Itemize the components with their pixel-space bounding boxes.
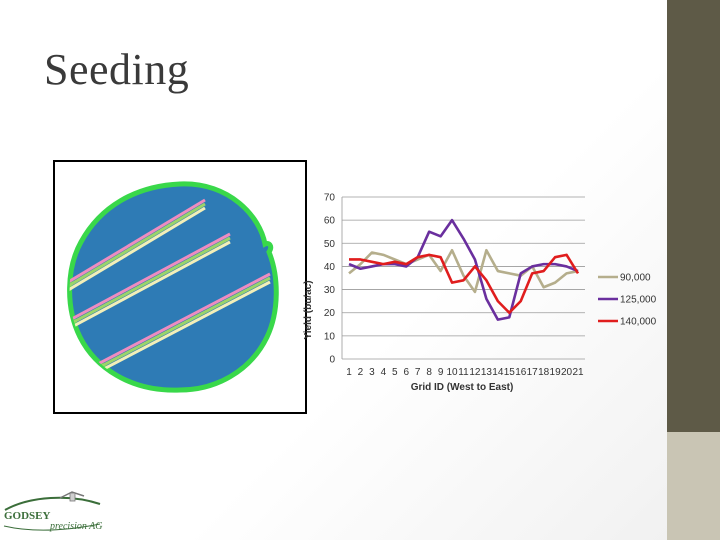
series-line-3 — [349, 253, 580, 315]
x-tick-label: 15 — [504, 367, 516, 378]
y-tick-label: 10 — [324, 331, 336, 342]
y-tick-label: 50 — [324, 239, 336, 250]
slide-title: Seeding — [44, 45, 190, 94]
y-tick-label: 60 — [324, 216, 336, 227]
yield-chart: 0 10 20 30 40 50 60 70 1 2 3 4 5 6 7 8 9 10 11 12 13 14 15 16 17… — [300, 185, 670, 400]
x-tick-label: 17 — [527, 367, 539, 378]
x-tick-label: 9 — [438, 367, 444, 378]
y-tick-label: 40 — [324, 262, 336, 273]
legend-label-1: 90,000 — [620, 273, 651, 284]
y-axis-label: Yield (bu/ac) — [303, 280, 314, 339]
x-tick-label: 7 — [415, 367, 421, 378]
side-band-accent — [667, 432, 720, 540]
x-tick-label: 4 — [381, 367, 387, 378]
logo-name: GODSEY — [4, 510, 51, 522]
logo-tagline: precision AG — [49, 521, 103, 532]
x-tick-label: 20 — [561, 367, 573, 378]
x-axis-label: Grid ID (West to East) — [411, 382, 514, 393]
x-tick-label: 1 — [346, 367, 352, 378]
x-tick-label: 12 — [469, 367, 481, 378]
field-map-image — [53, 160, 307, 414]
x-tick-label: 19 — [550, 367, 562, 378]
x-tick-label: 6 — [403, 367, 409, 378]
x-tick-label: 16 — [515, 367, 527, 378]
x-tick-label: 5 — [392, 367, 398, 378]
x-tick-label: 21 — [572, 367, 584, 378]
logo-graphic: GODSEY precision AG — [3, 491, 103, 532]
x-tick-label: 10 — [446, 367, 458, 378]
y-tick-label: 30 — [324, 285, 336, 296]
x-tick-label: 14 — [492, 367, 504, 378]
legend-label-3: 140,000 — [620, 317, 657, 328]
x-tick-label: 8 — [426, 367, 432, 378]
x-tick-label: 3 — [369, 367, 375, 378]
y-tick-label: 0 — [329, 355, 335, 366]
y-tick-label: 20 — [324, 308, 336, 319]
legend-label-2: 125,000 — [620, 295, 657, 306]
x-tick-label: 13 — [481, 367, 493, 378]
x-tick-label: 2 — [358, 367, 364, 378]
x-tick-label: 11 — [458, 367, 469, 378]
company-logo: GODSEY precision AG — [0, 488, 110, 538]
y-tick-label: 70 — [324, 193, 336, 204]
field-map-graphic — [67, 181, 279, 393]
seeding-strips — [69, 198, 271, 386]
x-tick-label: 18 — [538, 367, 550, 378]
series-line-1 — [348, 248, 579, 294]
